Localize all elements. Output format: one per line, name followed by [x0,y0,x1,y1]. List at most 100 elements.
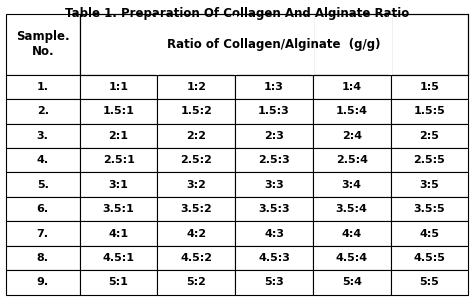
Bar [6,172,80,197]
Bar [235,124,313,148]
Bar [235,99,313,124]
Bar [313,148,391,172]
Text: 5:1: 5:1 [109,278,128,287]
Text: Table 1. Preparation Of Collagen And Alginate Ratio: Table 1. Preparation Of Collagen And Alg… [65,8,409,20]
Bar [311,14,314,75]
Bar [6,124,80,148]
Bar [313,197,391,221]
Text: 1.5:3: 1.5:3 [258,106,290,116]
Bar [80,197,157,221]
Bar [313,14,391,75]
Bar [80,270,157,295]
Bar [157,124,235,148]
Bar [157,197,235,221]
Text: 1.5:2: 1.5:2 [180,106,212,116]
Text: 1:5: 1:5 [419,82,439,92]
Bar [234,14,237,75]
Text: Sample.
No.: Sample. No. [16,30,70,58]
Bar [6,270,80,295]
Text: 4:4: 4:4 [342,229,362,238]
Text: 1:3: 1:3 [264,82,284,92]
Bar [157,99,235,124]
Text: 3.: 3. [37,131,49,141]
Bar [313,124,391,148]
Bar [157,14,235,75]
Bar [391,221,468,246]
Bar [313,172,391,197]
Bar [391,246,468,270]
Bar [391,75,468,99]
Bar [391,270,468,295]
Text: 1:1: 1:1 [109,82,128,92]
Text: 3:2: 3:2 [186,180,206,190]
Bar [389,14,392,75]
Text: 5:3: 5:3 [264,278,284,287]
Text: 4.: 4. [36,155,49,165]
Text: 1.: 1. [36,82,49,92]
Bar [157,172,235,197]
Text: 5:4: 5:4 [342,278,362,287]
Text: 2.5:3: 2.5:3 [258,155,290,165]
Text: 4.5:4: 4.5:4 [336,253,368,263]
Bar [235,172,313,197]
Text: 2.: 2. [36,106,49,116]
Bar [157,75,235,99]
Bar [157,221,235,246]
Text: 8.: 8. [36,253,49,263]
Text: 1.5:5: 1.5:5 [414,106,446,116]
Bar [157,246,235,270]
Text: 6.: 6. [36,204,49,214]
Text: 5:2: 5:2 [186,278,206,287]
Text: 4.5:3: 4.5:3 [258,253,290,263]
Text: 4:3: 4:3 [264,229,284,238]
Bar [80,75,157,99]
Text: 7.: 7. [36,229,49,238]
Bar [391,124,468,148]
Bar [235,148,313,172]
Text: 2:2: 2:2 [186,131,206,141]
Bar [313,99,391,124]
Text: 2:3: 2:3 [264,131,284,141]
Text: 2:5: 2:5 [419,131,439,141]
Bar [391,172,468,197]
Bar [235,14,313,75]
Text: 3:5: 3:5 [419,180,439,190]
Bar [6,99,80,124]
Bar [80,14,157,75]
Bar [313,246,391,270]
Text: 1.5:1: 1.5:1 [103,106,135,116]
Bar [157,148,235,172]
Text: 4.5:5: 4.5:5 [413,253,446,263]
Bar [6,246,80,270]
Text: 2:4: 2:4 [342,131,362,141]
Bar [6,75,80,99]
Text: 3.5:4: 3.5:4 [336,204,368,214]
Bar [391,99,468,124]
Bar [235,270,313,295]
Bar [80,172,157,197]
Text: 2.5:1: 2.5:1 [103,155,135,165]
Bar [313,75,391,99]
Bar [235,221,313,246]
Text: 9.: 9. [36,278,49,287]
Bar [6,14,80,75]
Bar [391,14,468,75]
Text: 2.5:2: 2.5:2 [180,155,212,165]
Bar [80,221,157,246]
Text: 5.: 5. [37,180,49,190]
Bar [313,221,391,246]
Bar [235,75,313,99]
Text: 1.5:4: 1.5:4 [336,106,368,116]
Bar [80,148,157,172]
Bar [156,14,159,75]
Text: 3:4: 3:4 [342,180,362,190]
Text: 3:1: 3:1 [109,180,128,190]
Text: 3.5:1: 3.5:1 [103,204,135,214]
Bar [80,99,157,124]
Bar [6,221,80,246]
Text: 2.5:5: 2.5:5 [414,155,446,165]
Text: Ratio of Collagen/Alginate  (g/g): Ratio of Collagen/Alginate (g/g) [167,38,381,51]
Text: 4:1: 4:1 [109,229,128,238]
Bar [80,246,157,270]
Bar [235,246,313,270]
